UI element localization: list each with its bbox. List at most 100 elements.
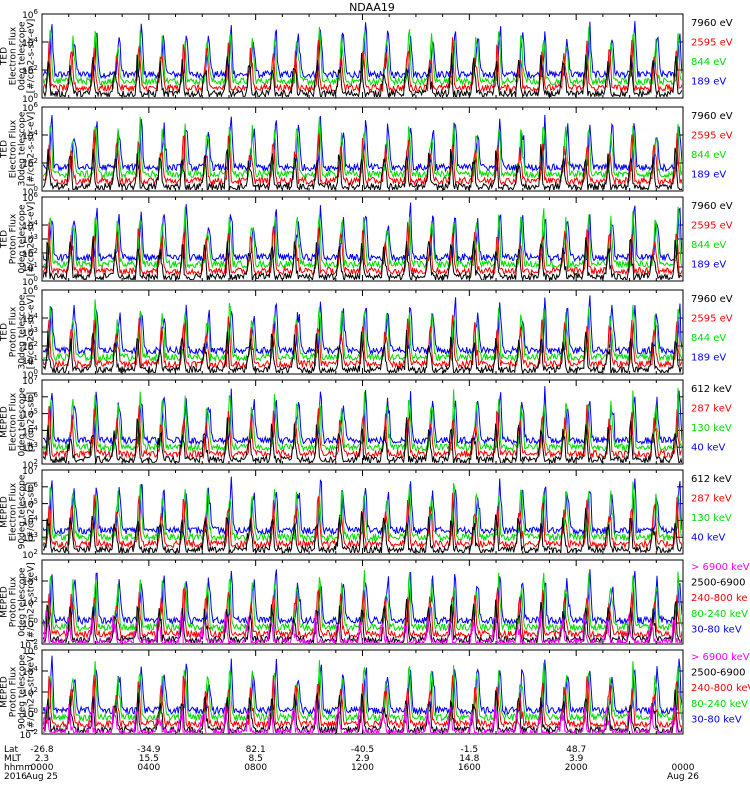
series-line-red: [43, 404, 682, 459]
legend-entry: 612 keV: [691, 474, 732, 485]
y-tick-label: 102: [22, 686, 38, 699]
series-line-green: [43, 116, 682, 180]
legend-entry: 130 keV: [691, 513, 732, 524]
legend-entry: 844 eV: [691, 57, 726, 68]
y-tick-label: 100: [22, 617, 38, 630]
legend-entry: 844 eV: [691, 333, 726, 344]
series-line-black: [43, 52, 682, 97]
series-line-green: [43, 481, 682, 543]
y-tick-label: 100: [22, 92, 38, 105]
series-line-black: [43, 417, 682, 463]
legend-entry: 2595 eV: [691, 131, 733, 142]
legend-entry: 612 keV: [691, 384, 732, 395]
legend-entry: 80-240 keV: [691, 609, 748, 620]
legend-entry: > 6900 keV: [691, 652, 750, 663]
time-axis-lat-value: -40.5: [351, 745, 374, 755]
y-tick-label: 102: [22, 247, 38, 260]
panel-y-label: MEPEDElectron Flux90deg telescope[#/cm2-…: [0, 474, 37, 549]
series-line-black: [43, 598, 682, 643]
series-traces: [43, 295, 682, 373]
series-traces: [43, 569, 682, 643]
y-tick-label: 101: [22, 261, 38, 274]
series-line-red: [43, 222, 682, 277]
legend-entry: 40 keV: [691, 533, 725, 544]
y-tick-label: 103: [22, 326, 38, 339]
legend-entry: 30-80 keV: [691, 624, 742, 635]
panel-y-label: MEPEDElectron Flux0deg telescope[#/cm2-s…: [0, 387, 37, 457]
legend-entry: 287 keV: [691, 494, 732, 505]
series-line-red: [43, 587, 682, 640]
legend-entry: 287 keV: [691, 404, 732, 415]
time-axis-lat-value: -1.5: [461, 745, 479, 755]
legend-entry: 7960 eV: [691, 18, 733, 29]
legend-entry: 240-800 keV: [691, 683, 750, 694]
y-tick-label: 104: [22, 424, 38, 437]
series-line-red: [43, 129, 682, 187]
time-axis-mlt-value: 14.8: [459, 754, 479, 764]
series-line-black: [43, 507, 682, 553]
legend-entry: 7960 eV: [691, 111, 733, 122]
legend-entry: 189 eV: [691, 353, 726, 364]
legend-entry: 189 eV: [691, 260, 726, 271]
y-tick-label: 102: [22, 548, 38, 561]
legend-entry: 844 eV: [691, 240, 726, 251]
series-traces: [43, 655, 682, 733]
legend-entry: 844 eV: [691, 150, 726, 161]
y-tick-label: 104: [22, 219, 38, 232]
series-line-green: [43, 299, 682, 363]
legend-entry: 240-800 ke: [691, 593, 748, 604]
panel-y-label: TEDProton Flux30deg telescope[#/cm2-s-st…: [0, 294, 37, 369]
panel-y-label: MEPEDProton Flux0deg telescope[#/cm2-s-s…: [0, 562, 37, 641]
y-tick-label: 103: [22, 233, 38, 246]
panel-y-label: TEDProton Flux0deg telescope[#/cm2-s-str…: [0, 202, 37, 277]
series-traces: [43, 202, 682, 280]
y-tick-label: 105: [22, 498, 38, 511]
panel-y-label: TEDElectron Flux0deg telescope[#/cm2-s-s…: [0, 19, 37, 94]
series-traces: [43, 114, 682, 190]
series-traces: [43, 21, 682, 97]
series-line-black: [43, 236, 682, 280]
time-axis-hhmm-value: 0000: [31, 763, 54, 773]
y-tick-label: 104: [22, 129, 38, 142]
time-axis-hhmm-value: 2000: [565, 763, 588, 773]
y-tick-label: 107: [22, 464, 38, 477]
time-axis-row-label: hhmm: [4, 763, 33, 773]
series-line-black: [43, 689, 682, 733]
y-tick-label: 102: [22, 458, 38, 471]
y-tick-label: 104: [22, 514, 38, 527]
legend-entry: 30-80 keV: [691, 714, 742, 725]
time-axis-mlt-value: 8.5: [249, 754, 263, 764]
y-tick-label: 102: [22, 64, 38, 77]
time-axis-mlt-value: 3.9: [569, 754, 584, 764]
y-tick-label: 102: [22, 596, 38, 609]
legend-entry: 7960 eV: [691, 201, 733, 212]
panel-y-label: TEDElectron Flux30deg telescope[#/cm2-s-…: [0, 111, 37, 186]
time-axis-date-value: Aug 26: [667, 772, 699, 782]
series-line-magenta: [43, 609, 682, 643]
y-tick-label: 106: [22, 481, 38, 494]
time-axis-date-value: Aug 25: [26, 772, 58, 782]
time-axis-lat-value: 48.7: [566, 745, 586, 755]
legend-entry: 2595 eV: [691, 314, 733, 325]
y-tick-label: 100: [22, 185, 38, 198]
time-axis-hhmm-value: 1200: [351, 763, 374, 773]
y-tick-label: 106: [22, 391, 38, 404]
y-tick-label: 105: [22, 408, 38, 421]
time-axis-hhmm-value: 0800: [244, 763, 267, 773]
y-tick-label: 100: [22, 368, 38, 381]
legend-entry: 2500-6900: [691, 578, 746, 589]
figure-title: NDAA19: [349, 1, 395, 14]
time-axis-row-label: MLT: [4, 754, 22, 764]
series-line-red: [43, 37, 682, 94]
legend-entry: > 6900 keV: [691, 562, 750, 573]
